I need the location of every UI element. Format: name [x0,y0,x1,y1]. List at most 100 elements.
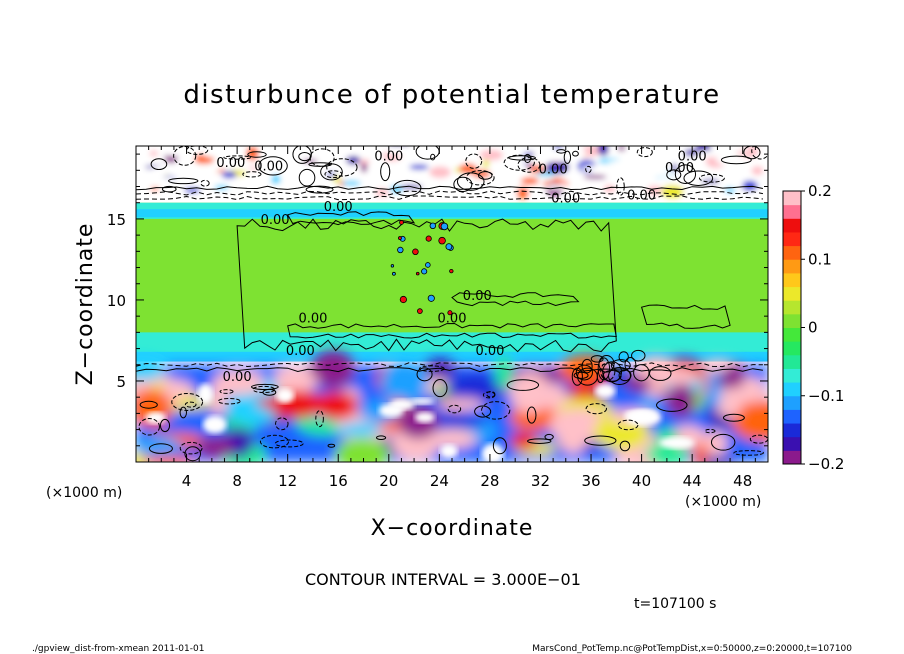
colorbar-ticks: 0.2 0.1 0 −0.1 −0.2 [801,182,844,473]
turbulence-blob [337,422,382,437]
y-tick-label: 10 [107,292,126,310]
contour-loop [138,418,160,436]
contour-loop [447,404,462,414]
contour-label: 0.00 [223,370,252,385]
plume-contour [581,358,593,374]
contour-loop [617,419,639,431]
time-label: t=107100 s [634,596,716,612]
lower-white-patch [414,411,435,423]
upper-blob-white [195,163,220,174]
upper-blob-white [643,166,666,178]
turbulence-blob [426,429,477,449]
contour-loop [223,155,252,160]
lower-white-patch [594,383,616,399]
upper-blob-white [383,179,396,185]
contour-loop [219,389,234,394]
upper-blob [516,186,529,199]
colorbar-swatch [783,204,801,219]
contour-loop [247,151,267,158]
colorbar-tick-label: 0.1 [808,250,832,268]
contour-loop [585,165,592,173]
contour-loop [242,171,262,178]
upper-blob [583,174,607,180]
upper-turbulent-layer [136,146,768,199]
turbulence-blob [716,399,742,418]
contour-lines [136,146,768,462]
contour-loop [275,417,289,431]
plume-contour [575,364,593,381]
contour-loop [710,433,736,451]
upper-blob-white [493,175,517,185]
core-speck [399,220,404,225]
colorbar-swatch [783,218,801,233]
upper-blob [358,159,370,166]
core-speck [427,294,435,302]
turbulence-blob [447,373,500,405]
plume-contour [602,370,622,382]
turbulence-blob [226,388,283,425]
contour-loop [184,446,201,462]
contour-labels: 0.00 0.000.000.00 0.000.000.000.000.000.00… [216,150,706,385]
contour-label: 0.00 [298,312,327,327]
upper-blob [560,181,567,186]
core-speck [415,271,420,276]
upper-blob [553,146,564,149]
lower-white-patch [378,403,404,418]
contour-loop [683,170,714,186]
contour-loop [453,176,473,193]
x-tick-label: 24 [430,472,449,490]
contour-label: 0.00 [216,156,245,171]
contour-loop [173,146,197,166]
contour-loop [556,149,567,154]
upper-blob [360,162,368,173]
contour-loop [262,388,277,396]
upper-blob [597,146,609,156]
lower-white-patch [197,383,214,405]
core-speck [425,235,432,242]
colorbar-swatch [783,272,801,288]
contour-loop [722,413,745,422]
contour-loop [375,435,387,441]
core-contour [236,218,617,353]
plume-contour [577,367,598,386]
turbulence-blob [701,456,735,462]
upper-blob [221,171,237,179]
core-contour [451,292,580,307]
x-axis-unit: (×1000 m) [685,494,761,510]
y-tick-label: 5 [116,373,126,391]
contour-loop [503,154,535,171]
x-tick-label: 20 [379,472,398,490]
x-tick-label: 48 [733,472,752,490]
colorbar [782,190,802,465]
core-contour [287,322,617,339]
upper-blob-white [215,150,234,158]
contour-loop [259,434,290,449]
contour-loop [585,403,607,415]
contour-loop [309,148,335,168]
contour-interval-label: CONTOUR INTERVAL = 3.000E−01 [305,570,581,589]
upper-blob-white [605,159,645,165]
core-speck [398,236,402,240]
contour-loop [584,435,617,446]
colorbar-swatch [783,313,801,328]
contour-loop [456,172,485,191]
turbulence-blob [718,387,768,403]
x-axis-label: X−coordinate [371,516,534,541]
contour-label: 0.00 [539,163,568,178]
upper-blob-white [156,164,178,175]
colorbar-tick-label: 0.2 [808,182,832,200]
contour-label: 0.00 [678,150,707,165]
contour-loop [698,173,725,183]
contour-loop [474,405,492,418]
core-speck [399,295,407,304]
upper-blob-white [580,165,621,172]
core-speck [445,243,453,251]
turbulence-blob [136,356,166,381]
contour-loop [482,391,496,399]
turbulence-blob [429,416,486,429]
upper-blob [724,187,736,194]
contour-loop [258,156,288,176]
upper-blob [149,150,159,157]
upper-blob-white [385,146,403,156]
contour-loop [751,146,768,160]
